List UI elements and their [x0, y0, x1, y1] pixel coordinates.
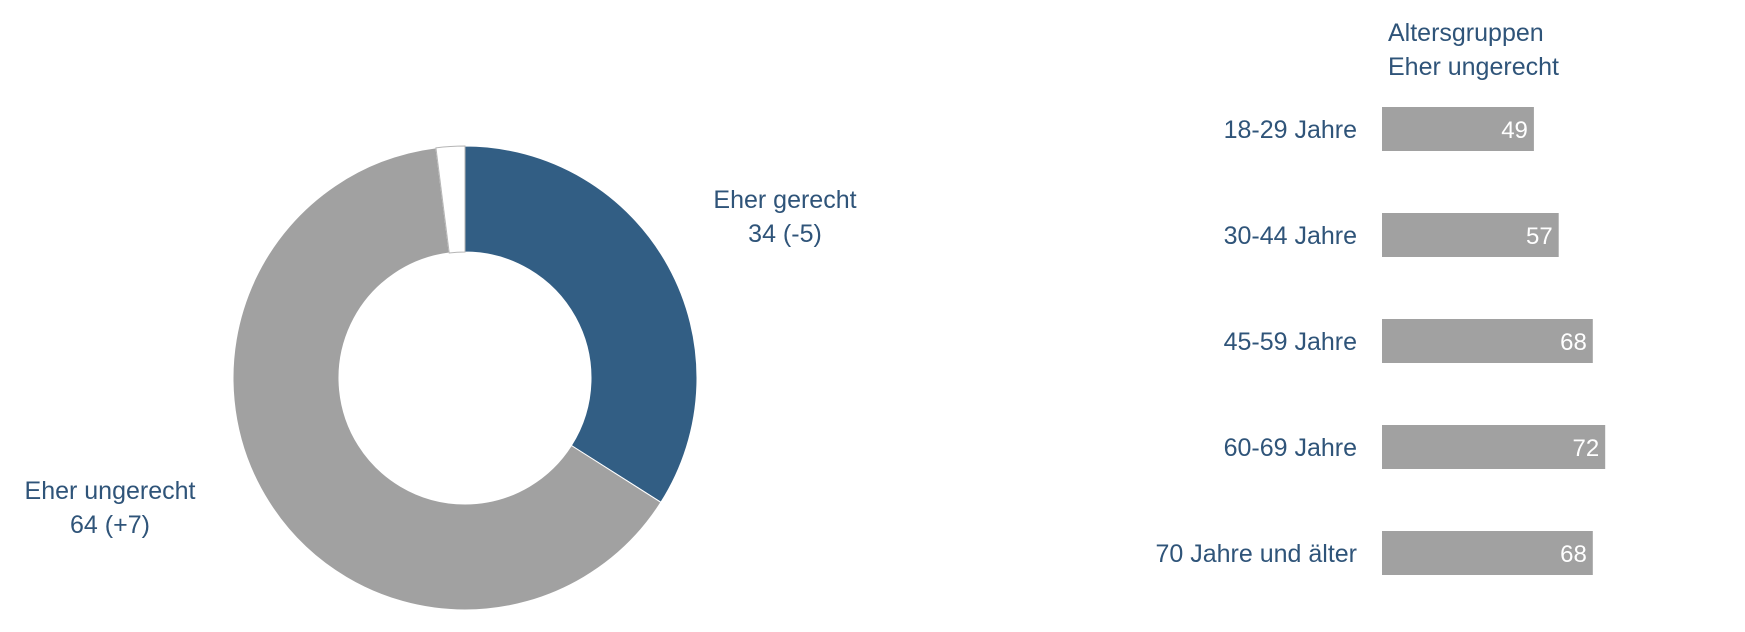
bar-value-label: 72: [1572, 435, 1599, 462]
bar-chart: 18-29 Jahre 49 30-44 Jahre 57 45-59 Jahre 68 6…: [1155, 107, 1606, 575]
bar-1: [1382, 107, 1534, 151]
donut-slice-eher-ungerecht: [232, 147, 662, 611]
bar-5: [1382, 531, 1593, 575]
bar-4: [1382, 425, 1606, 469]
donut-slice-eher-gerecht: [464, 145, 698, 504]
bar-category-label: 45-59 Jahre: [1224, 328, 1357, 356]
bar-value-label: 68: [1560, 541, 1587, 568]
bar-value-label: 49: [1501, 117, 1528, 144]
bar-value-label: 68: [1560, 329, 1587, 356]
bar-category-label: 18-29 Jahre: [1224, 116, 1357, 144]
donut-labels: Eher gerecht 34 (-5) Eher ungerecht 64 (…: [25, 186, 857, 539]
slice-label-eher-ungerecht: Eher ungerecht: [25, 477, 196, 505]
bar-chart-subtitle: Eher ungerecht: [1388, 53, 1559, 81]
bar-value-label: 57: [1526, 223, 1553, 250]
bar-category-label: 70 Jahre und älter: [1155, 540, 1357, 568]
donut-chart: [232, 145, 698, 611]
slice-label-eher-gerecht: Eher gerecht: [713, 186, 856, 214]
bar-chart-title: Altersgruppen Eher ungerecht: [1388, 19, 1559, 81]
bar-2: [1382, 213, 1559, 257]
slice-value-eher-gerecht: 34 (-5): [748, 220, 822, 248]
bar-chart-title-text: Altersgruppen: [1388, 19, 1544, 47]
bar-3: [1382, 319, 1593, 363]
bar-category-label: 60-69 Jahre: [1224, 434, 1357, 462]
slice-value-eher-ungerecht: 64 (+7): [70, 511, 150, 539]
donut-slice-residual: [435, 145, 466, 254]
bar-category-label: 30-44 Jahre: [1224, 222, 1357, 250]
